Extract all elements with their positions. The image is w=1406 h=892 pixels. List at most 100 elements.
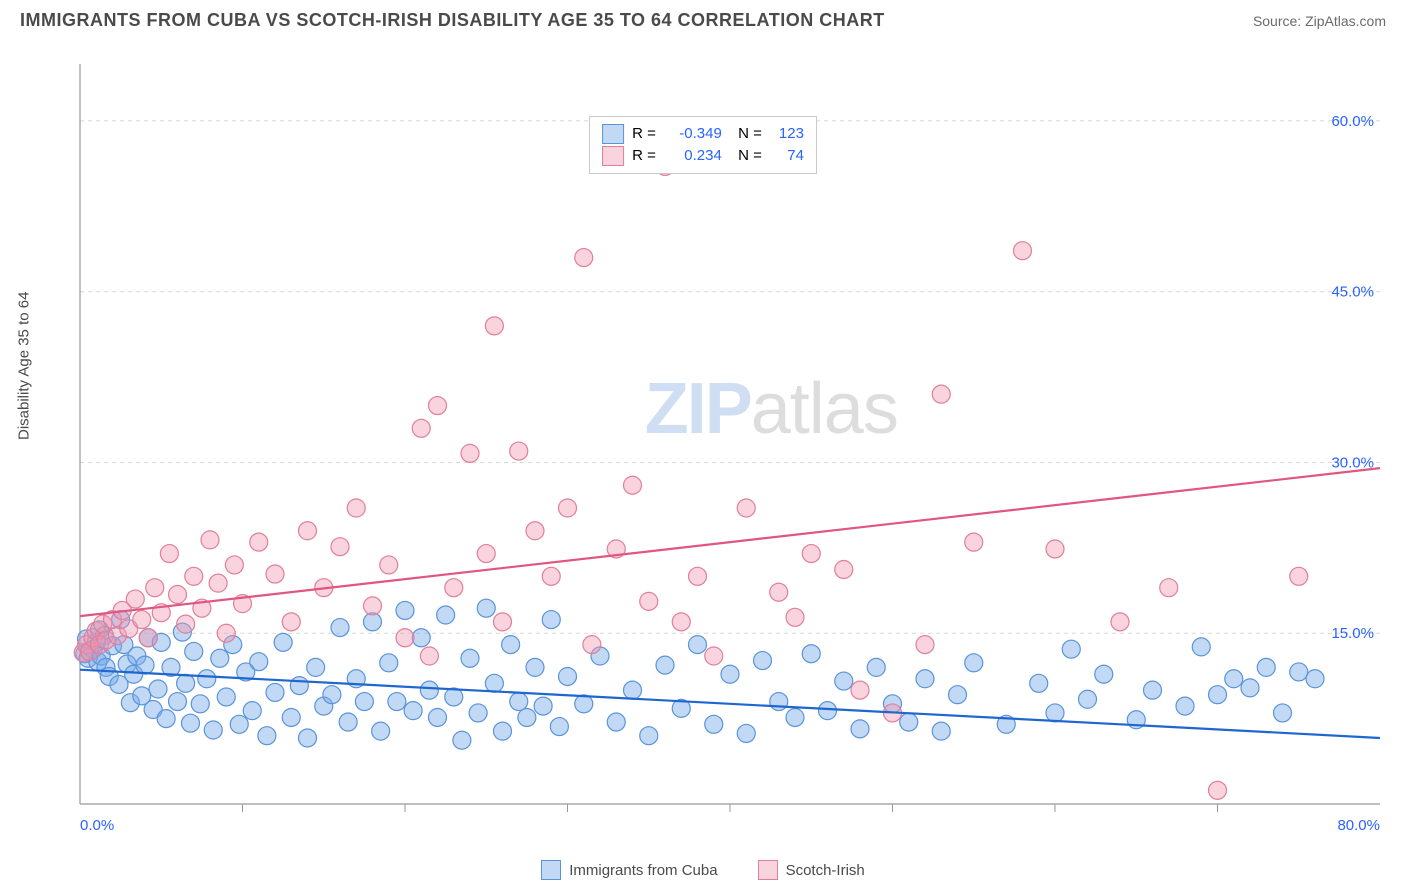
data-point xyxy=(1030,674,1048,692)
data-point xyxy=(372,722,390,740)
legend-swatch xyxy=(541,860,561,880)
data-point xyxy=(518,708,536,726)
data-point xyxy=(469,704,487,722)
data-point xyxy=(230,715,248,733)
data-point xyxy=(274,633,292,651)
r-value: 0.234 xyxy=(664,145,722,167)
source-link[interactable]: ZipAtlas.com xyxy=(1305,13,1386,29)
data-point xyxy=(542,567,560,585)
correlation-legend: R = -0.349 N = 123R = 0.234 N = 74 xyxy=(589,116,817,174)
data-point xyxy=(380,654,398,672)
data-point xyxy=(160,545,178,563)
data-point xyxy=(477,599,495,617)
data-point xyxy=(1290,567,1308,585)
data-point xyxy=(217,688,235,706)
data-point xyxy=(575,249,593,267)
data-point xyxy=(965,533,983,551)
data-point xyxy=(624,476,642,494)
data-point xyxy=(364,613,382,631)
data-point xyxy=(1274,704,1292,722)
data-point xyxy=(250,533,268,551)
data-point xyxy=(1095,665,1113,683)
y-tick-label: 60.0% xyxy=(1331,113,1374,130)
data-point xyxy=(1111,613,1129,631)
legend-swatch xyxy=(602,124,624,144)
data-point xyxy=(656,656,674,674)
data-point xyxy=(437,606,455,624)
data-point xyxy=(550,718,568,736)
data-point xyxy=(1290,663,1308,681)
data-point xyxy=(932,722,950,740)
data-point xyxy=(607,713,625,731)
data-point xyxy=(754,652,772,670)
data-point xyxy=(802,645,820,663)
data-point xyxy=(136,656,154,674)
n-value: 74 xyxy=(770,145,804,167)
data-point xyxy=(177,674,195,692)
data-point xyxy=(461,444,479,462)
data-point xyxy=(339,713,357,731)
data-point xyxy=(819,702,837,720)
data-point xyxy=(1160,579,1178,597)
data-point xyxy=(133,611,151,629)
data-point xyxy=(542,611,560,629)
data-point xyxy=(559,667,577,685)
chart-area: Disability Age 35 to 64 15.0%30.0%45.0%6… xyxy=(20,50,1386,830)
data-point xyxy=(404,702,422,720)
data-point xyxy=(477,545,495,563)
legend-swatch xyxy=(602,146,624,166)
data-point xyxy=(185,642,203,660)
regression-line-scotch xyxy=(80,468,1380,616)
legend-item-scotch: Scotch-Irish xyxy=(758,860,865,880)
data-point xyxy=(225,556,243,574)
data-point xyxy=(177,615,195,633)
chart-header: IMMIGRANTS FROM CUBA VS SCOTCH-IRISH DIS… xyxy=(0,0,1406,37)
data-point xyxy=(420,647,438,665)
n-value: 123 xyxy=(770,123,804,145)
series-legend: Immigrants from Cuba Scotch-Irish xyxy=(0,860,1406,880)
data-point xyxy=(169,693,187,711)
data-point xyxy=(640,727,658,745)
data-point xyxy=(146,579,164,597)
data-point xyxy=(786,708,804,726)
data-point xyxy=(396,601,414,619)
data-point xyxy=(429,708,447,726)
data-point xyxy=(916,636,934,654)
data-point xyxy=(388,693,406,711)
data-point xyxy=(1209,781,1227,799)
data-point xyxy=(380,556,398,574)
data-point xyxy=(1144,681,1162,699)
data-point xyxy=(867,658,885,676)
data-point xyxy=(851,681,869,699)
data-point xyxy=(1046,704,1064,722)
data-point xyxy=(139,629,157,647)
data-point xyxy=(1014,242,1032,260)
data-point xyxy=(510,442,528,460)
data-point xyxy=(323,686,341,704)
data-point xyxy=(737,724,755,742)
data-point xyxy=(737,499,755,517)
corr-row-scotch: R = 0.234 N = 74 xyxy=(602,145,804,167)
chart-title: IMMIGRANTS FROM CUBA VS SCOTCH-IRISH DIS… xyxy=(20,10,885,31)
data-point xyxy=(640,592,658,610)
data-point xyxy=(266,565,284,583)
legend-label: Scotch-Irish xyxy=(786,862,865,879)
r-value: -0.349 xyxy=(664,123,722,145)
data-point xyxy=(204,721,222,739)
legend-label: Immigrants from Cuba xyxy=(569,862,717,879)
data-point xyxy=(1192,638,1210,656)
data-point xyxy=(307,658,325,676)
data-point xyxy=(770,583,788,601)
data-point xyxy=(290,677,308,695)
data-point xyxy=(786,608,804,626)
data-point xyxy=(282,708,300,726)
series-cuba xyxy=(76,599,1324,749)
data-point xyxy=(364,597,382,615)
data-point xyxy=(169,586,187,604)
series-scotch xyxy=(74,157,1308,799)
data-point xyxy=(559,499,577,517)
data-point xyxy=(949,686,967,704)
data-point xyxy=(526,522,544,540)
x-tick-label: 0.0% xyxy=(80,817,114,830)
data-point xyxy=(299,522,317,540)
